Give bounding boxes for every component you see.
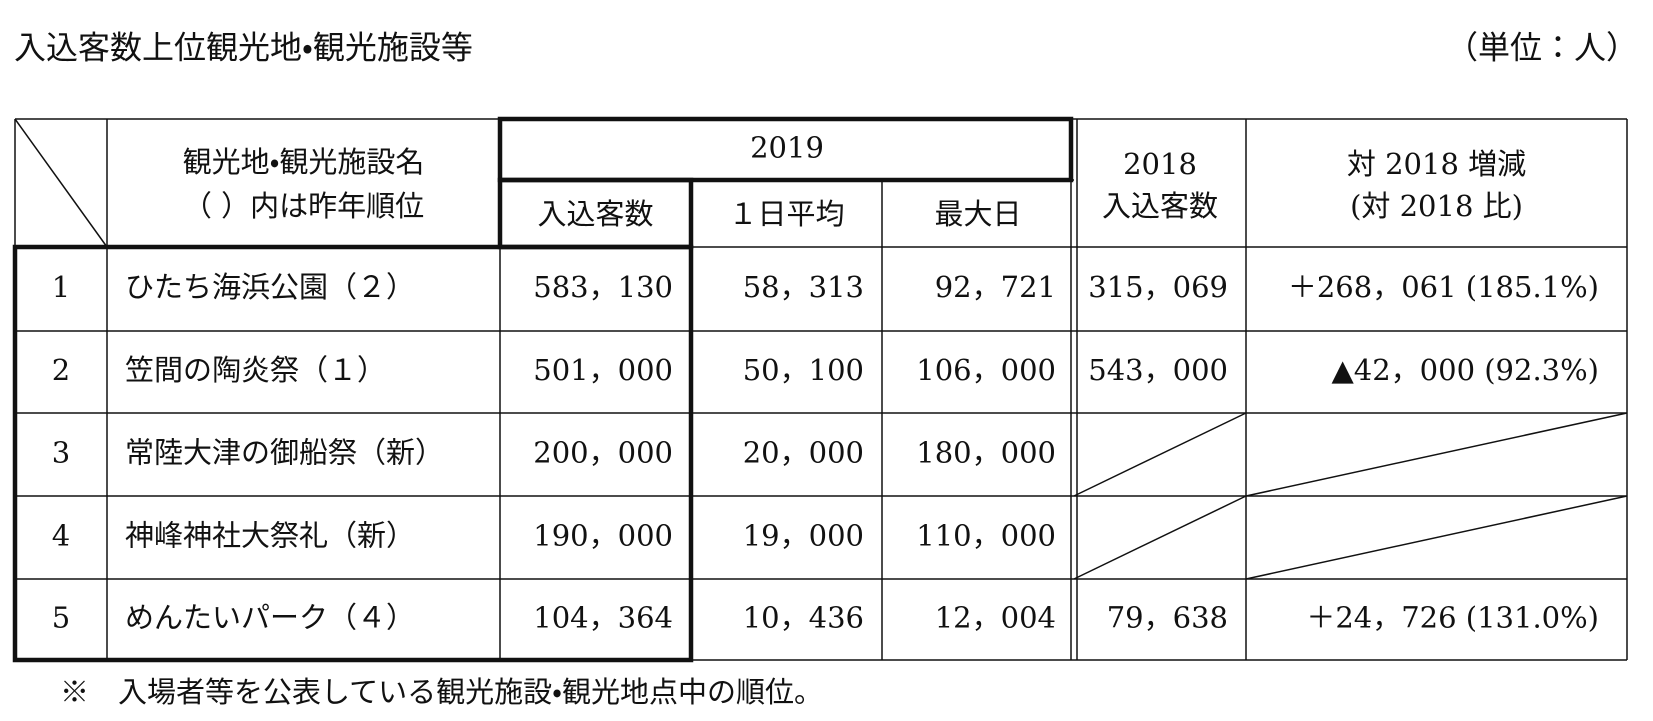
column-header: 観光地・観光施設名 [183,145,425,179]
empty-cell-diagonal [1245,495,1628,580]
unit-note: （単位：人） [1446,29,1638,67]
number-cell: 110，000 [916,519,1056,553]
column-header: 対 2018 増減 [1347,147,1526,181]
number-cell: 58，313 [743,270,864,304]
number-cell: 315，069 [1088,270,1228,304]
number-cell: 180，000 [916,436,1056,470]
rank-cell: 2 [52,353,70,387]
name-cell: 笠間の陶炎祭（１） [125,353,386,387]
column-header: 入込客数 [537,197,653,231]
corner-diagonal [14,118,108,248]
column-header: 最大日 [934,197,1021,231]
footnote: ※ 入場者等を公表している観光施設・観光地点中の順位。 [60,675,823,709]
number-cell: 200，000 [533,436,673,470]
name-cell: ひたち海浜公園（２） [125,270,415,304]
number-cell: 190，000 [533,519,673,553]
empty-cell-diagonal [1245,412,1628,497]
empty-cell-diagonal [1073,495,1247,580]
number-cell: 106，000 [916,353,1056,387]
column-header: （ ）内は昨年順位 [183,189,424,223]
rank-cell: 5 [52,601,70,635]
number-cell: 501，000 [533,353,673,387]
name-cell: めんたいパーク（４） [125,601,415,635]
column-group-header: 2019 [750,131,824,165]
title: 入込客数上位観光地・観光施設等 [14,29,473,67]
change-cell: ▲42，000 (92.3%) [1331,353,1599,387]
name-cell: 神峰神社大祭礼（新） [125,519,415,553]
column-header: １日平均 [728,197,844,231]
number-cell: 12，004 [935,601,1056,635]
thick-border [497,116,1074,183]
number-cell: 50，100 [743,353,864,387]
column-header: (対 2018 比) [1350,189,1523,223]
number-cell: 583，130 [533,270,673,304]
change-cell: ＋268，061 (185.1%) [1288,270,1599,304]
number-cell: 20，000 [743,436,864,470]
column-header: 入込客数 [1102,189,1218,223]
number-cell: 79，638 [1107,601,1228,635]
empty-cell-diagonal [1073,412,1247,497]
change-cell: ＋24，726 (131.0%) [1306,601,1599,635]
number-cell: 19，000 [743,519,864,553]
number-cell: 104，364 [533,601,673,635]
name-cell: 常陸大津の御船祭（新） [125,436,444,470]
column-header: 2018 [1123,147,1197,181]
number-cell: 10，436 [743,601,864,635]
number-cell: 92，721 [935,270,1056,304]
thick-border [12,244,694,663]
rank-cell: 3 [52,436,70,470]
rank-cell: 1 [52,270,70,304]
rank-cell: 4 [52,519,70,553]
number-cell: 543，000 [1088,353,1228,387]
